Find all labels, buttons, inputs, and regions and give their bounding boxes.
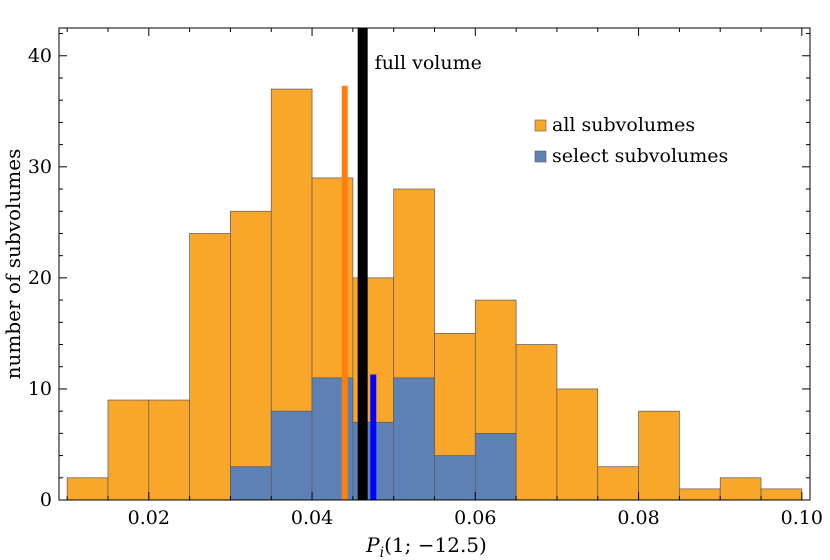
all-subvolumes-bar-15 [679,488,721,501]
all-subvolumes-bar-16 [719,477,762,501]
all-subvolumes-bar-2 [148,399,190,501]
x-tick-label-4: 0.10 [781,507,823,529]
legend-swatch-select [534,150,547,163]
all-subvolumes-bar-3 [189,233,231,501]
x-tick-label-3: 0.08 [617,507,659,529]
vline-1 [357,28,368,500]
full-volume-label: full volume [375,52,482,74]
legend: all subvolumes select subvolumes [534,114,728,167]
x-axis-label: Pi(1; −12.5) [365,533,487,560]
x-tick-label-0: 0.02 [128,507,170,529]
y-tick-label-2: 20 [28,267,52,289]
select-subvolumes-bar-6 [474,433,517,501]
all-subvolumes-bar-13 [597,466,639,501]
y-tick-label-3: 30 [28,156,52,178]
select-subvolumes-bar-1 [270,410,313,501]
select-subvolumes-bar-5 [434,455,476,501]
y-tick-label-4: 40 [28,45,52,67]
all-subvolumes-bar-11 [515,344,558,501]
y-axis-label: number of subvolumes [1,149,25,380]
reference-lines [341,28,377,501]
select-subvolumes-bar-4 [393,377,435,501]
all-subvolumes-bars [66,88,803,501]
x-axis-ticks: 0.02 0.04 0.06 0.08 0.10 [66,28,823,529]
vline-0 [341,85,348,501]
legend-label-all: all subvolumes [552,114,695,136]
y-tick-label-0: 0 [40,489,52,511]
select-subvolumes-bar-0 [230,466,272,501]
all-subvolumes-bar-12 [556,388,599,501]
y-tick-label-1: 10 [28,378,52,400]
vline-2 [370,374,377,500]
all-subvolumes-bar-4 [230,210,272,501]
all-subvolumes-bar-17 [760,488,803,501]
x-tick-label-1: 0.04 [291,507,333,529]
legend-swatch-all [534,119,547,132]
all-subvolumes-bar-1 [107,399,150,501]
all-subvolumes-bar-0 [66,477,109,501]
x-tick-label-2: 0.06 [454,507,496,529]
y-axis-ticks: 0 10 20 30 40 [28,33,810,511]
legend-label-select: select subvolumes [552,145,728,167]
all-subvolumes-bar-14 [638,410,680,501]
